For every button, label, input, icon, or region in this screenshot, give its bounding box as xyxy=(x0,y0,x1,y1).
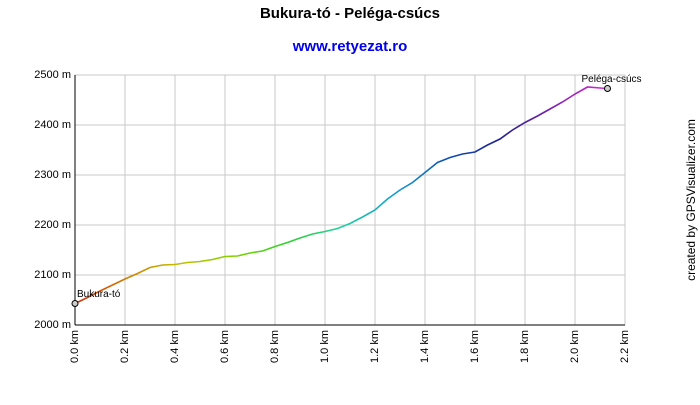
endpoint-marker xyxy=(604,85,611,92)
y-tick-label: 2100 m xyxy=(34,269,71,281)
elevation-line xyxy=(74,86,608,305)
endpoint-marker xyxy=(71,300,79,307)
x-tick-label: 1.8 km xyxy=(519,330,531,363)
chart-subtitle: www.retyezat.ro xyxy=(292,38,407,55)
x-tick-label: 2.2 km xyxy=(619,330,631,363)
x-tick-label: 0.0 km xyxy=(69,330,81,363)
y-tick-label: 2200 m xyxy=(34,219,71,231)
endpoint-label: Peléga-csúcs xyxy=(581,74,641,85)
x-tick-label: 0.8 km xyxy=(269,330,281,363)
x-tick-label: 2.0 km xyxy=(569,330,581,363)
endpoint-label: Bukura-tó xyxy=(77,289,121,300)
y-tick-label: 2500 m xyxy=(34,69,71,81)
x-tick-label: 0.4 km xyxy=(169,330,181,363)
credit: created by GPSVisualizer.com xyxy=(684,119,698,281)
x-tick-label: 1.0 km xyxy=(319,330,331,363)
chart-title: Bukura-tó - Peléga-csúcs xyxy=(260,5,440,22)
y-tick-label: 2000 m xyxy=(34,319,71,331)
x-tick-label: 1.2 km xyxy=(369,330,381,363)
x-tick-label: 1.6 km xyxy=(469,330,481,363)
y-tick-label: 2400 m xyxy=(34,119,71,131)
x-tick-label: 1.4 km xyxy=(419,330,431,363)
y-tick-label: 2300 m xyxy=(34,169,71,181)
x-tick-label: 0.6 km xyxy=(219,330,231,363)
x-tick-label: 0.2 km xyxy=(119,330,131,363)
